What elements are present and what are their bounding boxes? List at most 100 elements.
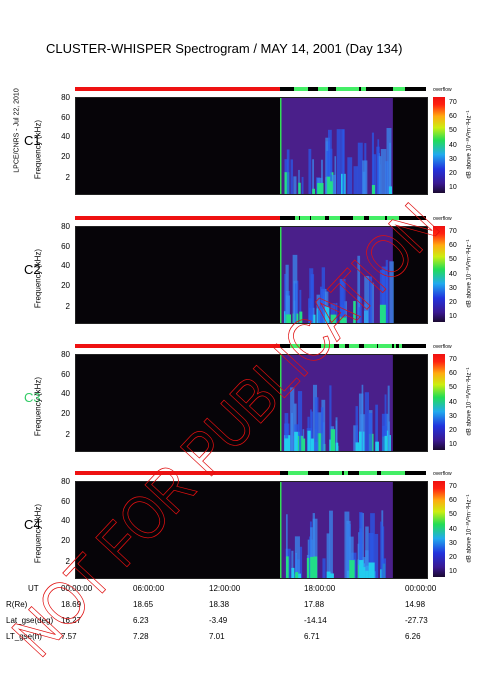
emission-column xyxy=(312,518,318,578)
status-bar-green-segment xyxy=(288,471,297,475)
colorbar-unit-label: dB above 10⁻⁸V²m⁻²Hz⁻¹ xyxy=(466,239,473,308)
status-bar xyxy=(75,471,426,475)
emission-core xyxy=(330,429,336,451)
spectrogram-svg xyxy=(280,482,393,578)
colorbar-tick: 40 xyxy=(449,525,457,533)
colorbar-unit-label: dB above 10⁻⁸V²m⁻²Hz⁻¹ xyxy=(466,110,473,179)
chart-title: CLUSTER-WHISPER Spectrogram / MAY 14, 20… xyxy=(46,41,403,56)
emission-core xyxy=(384,435,388,451)
emission-core xyxy=(371,184,375,194)
satellite-label: C3 xyxy=(24,390,41,405)
emission-column xyxy=(293,280,296,323)
ephemeris-value: 7.57 xyxy=(61,632,77,641)
status-bar-green-segment xyxy=(372,344,377,348)
colorbar-tick: 30 xyxy=(449,539,457,547)
emission-core xyxy=(353,301,356,323)
y-tick-label: 60 xyxy=(61,497,70,506)
status-bar-green-segment xyxy=(300,216,310,220)
colorbar-overflow-label: overflow xyxy=(433,344,452,350)
ephemeris-value: 14.98 xyxy=(405,600,426,609)
emission-core xyxy=(294,431,300,451)
colorbar-overflow-label: overflow xyxy=(433,471,452,477)
status-bar-green-segment xyxy=(394,471,406,475)
emission-column xyxy=(380,149,387,194)
x-tick-label: 00:00:00 xyxy=(61,584,93,593)
y-axis-label: Frequency (kHz) xyxy=(33,119,43,180)
emission-column xyxy=(365,526,369,578)
spectrogram-plot xyxy=(75,226,428,324)
emission-column xyxy=(377,156,382,194)
emission-column xyxy=(358,307,361,323)
emission-column xyxy=(335,420,338,451)
colorbar-tick: 60 xyxy=(449,497,457,505)
colorbar-tick: 10 xyxy=(449,184,457,192)
emission-column xyxy=(381,413,387,451)
status-bar-green-segment xyxy=(298,87,306,91)
colorbar-tick: 10 xyxy=(449,313,457,321)
status-bar-green-segment xyxy=(337,471,343,475)
emission-column xyxy=(335,302,338,323)
emission-column xyxy=(321,399,326,451)
emission-core xyxy=(317,182,324,194)
y-tick-label: 60 xyxy=(61,242,70,251)
emission-column xyxy=(285,264,289,323)
colorbar-tick: 10 xyxy=(449,441,457,449)
status-bar-green-segment xyxy=(328,216,341,220)
status-bar-red xyxy=(75,87,280,91)
emission-column xyxy=(328,129,332,194)
y-axis-label: Frequency (kHz) xyxy=(33,248,43,309)
y-tick-label: 2 xyxy=(65,557,70,566)
emission-core xyxy=(368,562,375,578)
emission-column xyxy=(361,384,364,451)
status-bar-green-segment xyxy=(328,344,332,348)
y-tick-label: 40 xyxy=(61,516,70,525)
emission-column xyxy=(330,174,336,194)
colorbar-unit-label: dB above 10⁻⁸V²m⁻²Hz⁻¹ xyxy=(466,367,473,436)
y-tick-label: 20 xyxy=(61,281,70,290)
y-tick-label: 2 xyxy=(65,173,70,182)
colorbar-tick: 40 xyxy=(449,141,457,149)
status-bar-green-segment xyxy=(394,344,397,348)
colorbar xyxy=(433,226,445,322)
status-bar-green-segment xyxy=(294,216,299,220)
status-bar-green-segment xyxy=(289,344,300,348)
emission-column xyxy=(372,154,376,194)
emission-core xyxy=(312,188,315,194)
ephemeris-value: 18.38 xyxy=(209,600,230,609)
emission-core xyxy=(326,571,331,578)
colorbar-tick: 40 xyxy=(449,270,457,278)
status-bar-green-segment xyxy=(352,216,365,220)
status-bar-green-segment xyxy=(398,344,403,348)
colorbar-overflow-label: overflow xyxy=(433,216,452,222)
emission-column xyxy=(358,393,364,451)
colorbar-tick: 20 xyxy=(449,299,457,306)
emission-column xyxy=(290,387,295,451)
emission-column xyxy=(312,159,314,194)
ephemeris-row-label: UT xyxy=(28,584,39,593)
y-tick-label: 80 xyxy=(61,93,70,102)
emission-column xyxy=(310,527,313,578)
status-bar-green-segment xyxy=(362,87,366,91)
emission-column xyxy=(317,306,322,323)
x-tick-label: 18:00:00 xyxy=(304,584,336,593)
emission-column xyxy=(347,157,353,194)
emission-column xyxy=(368,412,373,451)
emission-column xyxy=(321,159,323,194)
emission-column xyxy=(298,434,302,451)
emission-core xyxy=(349,560,355,578)
emission-column xyxy=(321,267,326,323)
status-bar-green-segment xyxy=(344,471,349,475)
status-bar-green-segment xyxy=(364,471,368,475)
ephemeris-value: 6.26 xyxy=(405,632,421,641)
colorbar-tick: 70 xyxy=(449,99,457,106)
satellite-label: C2 xyxy=(24,262,41,277)
emission-core xyxy=(329,573,334,578)
spectrogram-plot xyxy=(75,481,428,579)
status-bar-green-segment xyxy=(316,216,325,220)
emission-core xyxy=(388,186,392,194)
status-bar-green-segment xyxy=(342,87,347,91)
emission-column xyxy=(286,149,290,194)
emission-column xyxy=(297,391,303,451)
status-bar xyxy=(75,216,426,220)
ephemeris-value: 16.27 xyxy=(61,616,82,625)
